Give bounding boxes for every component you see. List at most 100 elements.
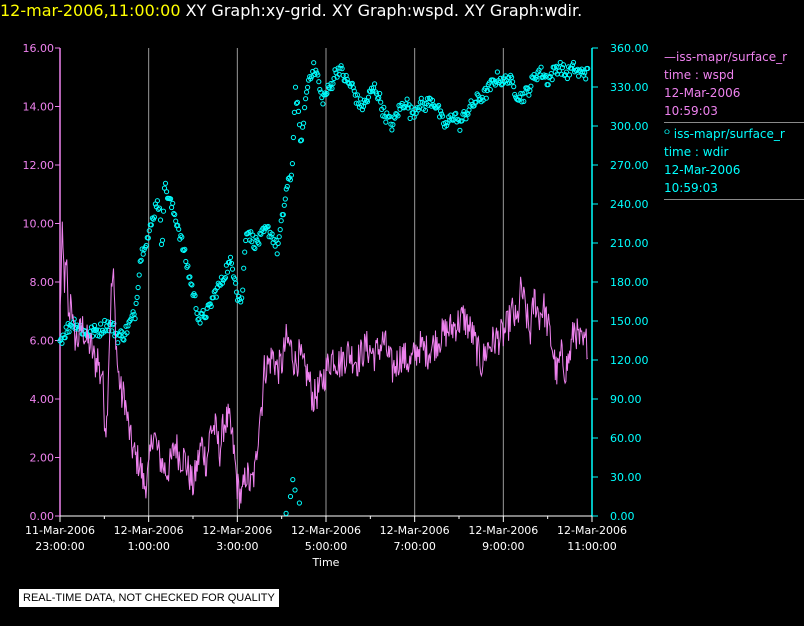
wdir-point — [121, 337, 127, 343]
wdir-point — [375, 96, 381, 102]
wdir-point — [340, 72, 346, 79]
wdir-point — [219, 280, 225, 286]
wdir-point — [208, 303, 214, 309]
wdir-point — [183, 258, 189, 265]
wdir-point — [276, 234, 282, 240]
legend-wdir-time: 10:59:03 — [664, 181, 718, 195]
wdir-point — [302, 105, 308, 111]
right-axis-tick-label: 300.00 — [610, 120, 649, 133]
wdir-point — [350, 85, 356, 91]
wdir-point — [569, 62, 576, 68]
wdir-point — [329, 85, 335, 92]
wdir-point — [284, 183, 290, 190]
wdir-point — [204, 305, 210, 311]
wdir-point — [130, 309, 136, 315]
wdir-point — [559, 65, 566, 71]
wdir-point — [316, 79, 322, 85]
x-tick-label-time: 9:00:00 — [482, 540, 524, 553]
wdir-point — [102, 317, 108, 324]
left-axis-tick-label: 12.00 — [23, 159, 55, 172]
wdir-point — [369, 85, 375, 91]
wdir-point — [242, 249, 248, 255]
wdir-point — [133, 300, 139, 306]
wdir-point — [111, 320, 117, 327]
wdir-point — [327, 86, 333, 92]
right-axis-tick-label: 360.00 — [610, 42, 649, 55]
wdir-point — [253, 234, 259, 240]
wdir-point — [344, 76, 350, 83]
wdir-point — [106, 328, 112, 334]
wdir-point — [579, 66, 585, 72]
right-axis-tick-label: 90.00 — [610, 393, 642, 406]
wdir-point — [298, 137, 305, 143]
left-axis-tick-label: 4.00 — [30, 393, 55, 406]
legend-divider-bottom — [664, 199, 804, 200]
wdir-point — [374, 91, 380, 97]
x-tick-label-date: 12-Mar-2006 — [557, 524, 627, 537]
wdir-point — [227, 254, 234, 260]
wdir-point — [453, 110, 459, 117]
wdir-point — [449, 116, 455, 122]
wdir-point — [405, 105, 411, 111]
wdir-point — [194, 310, 200, 316]
wdir-point — [172, 211, 178, 218]
wdir-point — [429, 97, 436, 104]
wdir-point — [538, 64, 544, 70]
wdir-point — [252, 245, 258, 252]
wdir-point — [229, 266, 236, 272]
wdir-point — [168, 196, 174, 202]
wdir-point — [521, 98, 527, 105]
wdir-point — [182, 246, 188, 252]
wdir-point — [528, 83, 534, 89]
right-axis-tick-label: 240.00 — [610, 198, 649, 211]
wdir-point — [157, 217, 164, 223]
wdir-series — [57, 59, 591, 517]
wdir-point — [436, 102, 442, 109]
wdir-point — [315, 72, 321, 78]
wdir-point — [187, 274, 193, 280]
wdir-point — [582, 70, 588, 76]
x-tick-label-date: 11-Mar-2006 — [25, 524, 95, 537]
x-tick-label-date: 12-Mar-2006 — [202, 524, 272, 537]
wdir-point — [138, 257, 144, 263]
wdir-point — [241, 265, 247, 271]
wdir-point — [487, 87, 493, 93]
wdir-point — [103, 328, 109, 334]
right-axis-tick-label: 120.00 — [610, 354, 649, 367]
wdir-point — [505, 80, 511, 86]
wdir-point — [207, 301, 213, 307]
wdir-point — [135, 284, 141, 291]
wdir-point — [377, 90, 383, 97]
xy-chart: 0.00 2.00 4.00 6.00 8.00 10.00 12.00 14.00 16.00… — [23, 42, 649, 569]
wdir-point — [509, 79, 516, 85]
wdir-point — [188, 281, 194, 287]
wdir-point — [173, 218, 179, 224]
wdir-point — [282, 196, 288, 202]
wdir-point — [434, 104, 441, 110]
wdir-point — [234, 289, 240, 295]
legend: —iss-mapr/surface_r time : wspd 12-Mar-2… — [664, 48, 804, 202]
x-tick-label-time: 7:00:00 — [393, 540, 435, 553]
left-axis-tick-label: 16.00 — [23, 42, 55, 55]
wdir-point — [145, 235, 151, 241]
x-tick-label-time: 23:00:00 — [35, 540, 84, 553]
x-tick-label-date: 12-Mar-2006 — [114, 524, 184, 537]
wdir-point — [115, 340, 121, 346]
wdir-point — [146, 228, 152, 234]
wdir-point — [303, 96, 309, 102]
right-axis-tick-label: 30.00 — [610, 471, 642, 484]
wdir-point — [233, 280, 239, 286]
wdir-point — [66, 329, 72, 335]
wdir-point — [352, 92, 358, 98]
legend-divider — [664, 122, 804, 123]
wdir-point — [390, 122, 396, 128]
wdir-point — [136, 272, 142, 278]
x-tick-label-time: 5:00:00 — [305, 540, 347, 553]
left-axis-tick-label: 0.00 — [30, 510, 55, 523]
wdir-point — [224, 269, 231, 275]
wdir-point — [301, 120, 307, 126]
wdir-point — [156, 205, 163, 211]
wdir-point — [91, 322, 98, 329]
wdir-point — [507, 80, 513, 86]
wdir-point — [179, 234, 185, 240]
